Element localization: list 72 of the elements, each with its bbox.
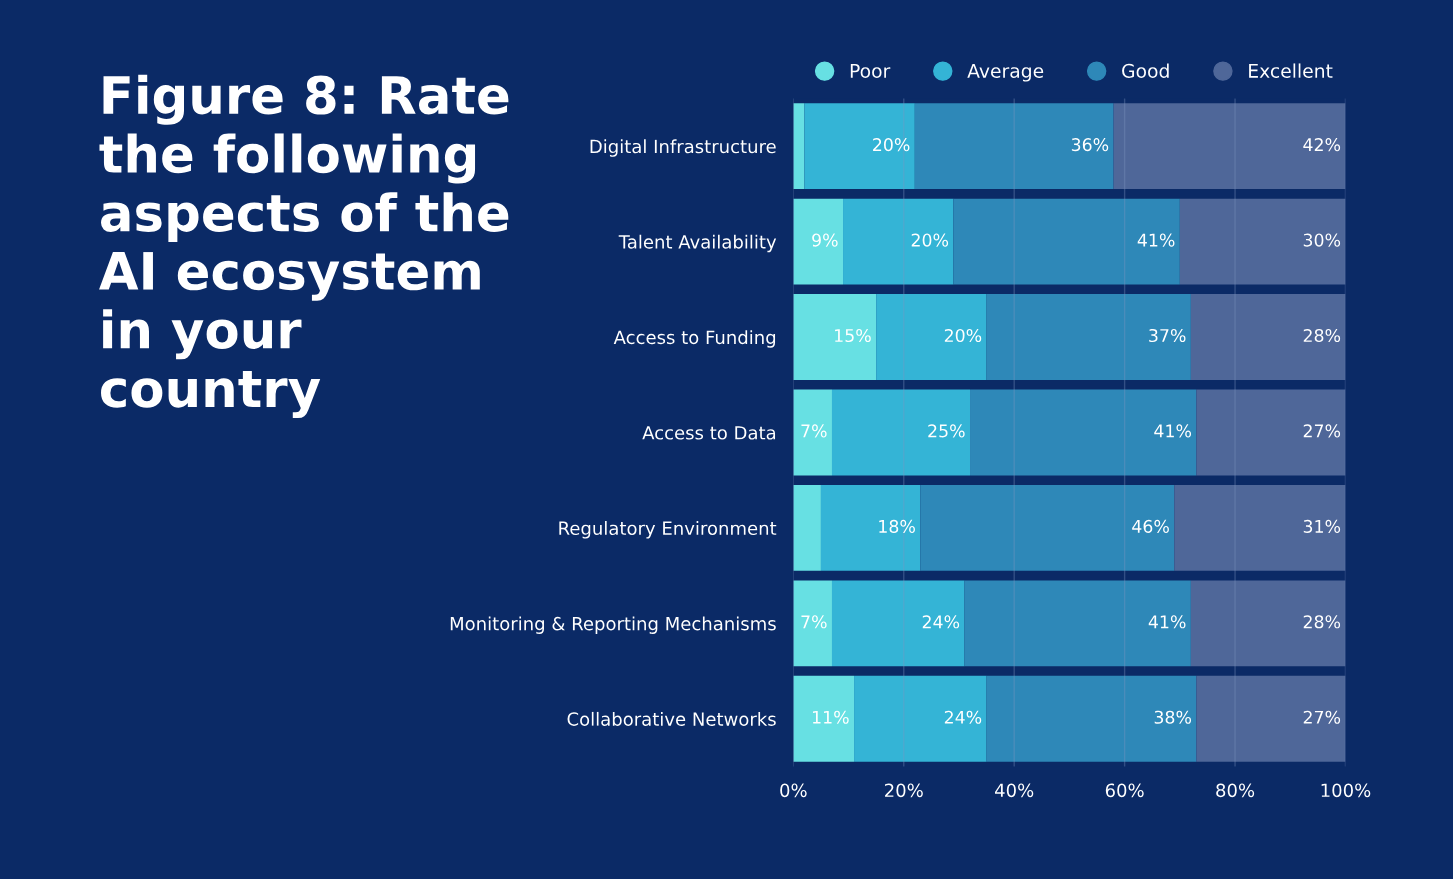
bar — [876, 294, 987, 380]
y-tick-label: Talent Availability — [618, 234, 777, 253]
data-label: 27% — [1303, 424, 1341, 438]
data-label: 37% — [1149, 328, 1186, 343]
data-label: 7% — [801, 424, 827, 438]
bar — [1196, 675, 1346, 762]
data-label: 42% — [1303, 138, 1341, 152]
bar — [793, 294, 877, 380]
bar — [1179, 198, 1346, 285]
data-label: 28% — [1303, 615, 1341, 629]
data-label: 25% — [928, 424, 965, 438]
y-tick-label: Digital Infrastructure — [590, 139, 776, 157]
y-tick-label: Regulatory Environment — [559, 521, 777, 539]
data-label: 20% — [873, 138, 910, 152]
bar — [953, 198, 1180, 285]
bar — [804, 103, 915, 190]
data-label: 36% — [1071, 138, 1109, 152]
bar — [920, 484, 1175, 571]
legend-label: Excellent — [1249, 63, 1333, 78]
bar — [793, 389, 832, 476]
bar — [843, 198, 954, 285]
data-label: 41% — [1148, 615, 1186, 629]
bar — [914, 103, 1114, 190]
y-tick-label: Access to Funding — [613, 330, 776, 348]
bar — [1196, 389, 1346, 476]
bar — [970, 389, 1197, 476]
bar — [793, 198, 844, 285]
legend-label: Average — [967, 64, 1044, 82]
x-tick-label: 60% — [1105, 783, 1144, 798]
data-label: 20% — [911, 233, 949, 247]
y-tick-label: Collaborative Networks — [567, 711, 776, 726]
bar — [793, 103, 805, 190]
bar — [820, 484, 921, 571]
data-label: 31% — [1303, 519, 1341, 533]
bar — [854, 675, 987, 762]
bar — [831, 580, 965, 667]
x-tick-label: 80% — [1216, 783, 1255, 798]
data-label: 46% — [1132, 519, 1169, 533]
bar — [986, 294, 1191, 380]
data-label: 41% — [1154, 424, 1192, 438]
data-label: 24% — [944, 710, 982, 724]
bar — [793, 675, 855, 762]
legend-label: Poor — [850, 64, 891, 78]
legend-label: Good — [1122, 63, 1169, 78]
data-label: 30% — [1303, 233, 1341, 247]
data-label: 11% — [812, 710, 849, 724]
bar — [1190, 294, 1346, 380]
data-label: 9% — [812, 233, 838, 247]
data-label: 27% — [1303, 710, 1341, 724]
data-label: 38% — [1154, 710, 1192, 724]
bar — [1113, 103, 1346, 190]
data-label: 20% — [944, 328, 982, 343]
y-tick-label: Access to Data — [642, 426, 776, 440]
data-label: 24% — [922, 615, 960, 629]
bar — [793, 484, 821, 571]
bar — [1174, 484, 1346, 571]
data-label: 15% — [835, 328, 871, 343]
x-tick-label: 100% — [1321, 783, 1371, 798]
bar — [986, 675, 1197, 762]
data-label: 28% — [1303, 328, 1341, 343]
x-tick-label: 40% — [995, 783, 1034, 798]
x-tick-label: 20% — [885, 783, 923, 798]
text: Figure 8: Rate the following aspects of the AI ecosystem in your country — [99, 74, 509, 419]
data-label: 18% — [879, 519, 915, 533]
bar — [793, 580, 832, 667]
data-label: 7% — [801, 615, 827, 629]
data-label: 41% — [1137, 233, 1175, 247]
bar — [1190, 580, 1346, 667]
y-tick-label: Monitoring & Reporting Mechanisms — [450, 616, 776, 634]
x-tick-label: 0% — [780, 783, 807, 798]
bar — [964, 580, 1191, 667]
bar — [831, 389, 971, 476]
